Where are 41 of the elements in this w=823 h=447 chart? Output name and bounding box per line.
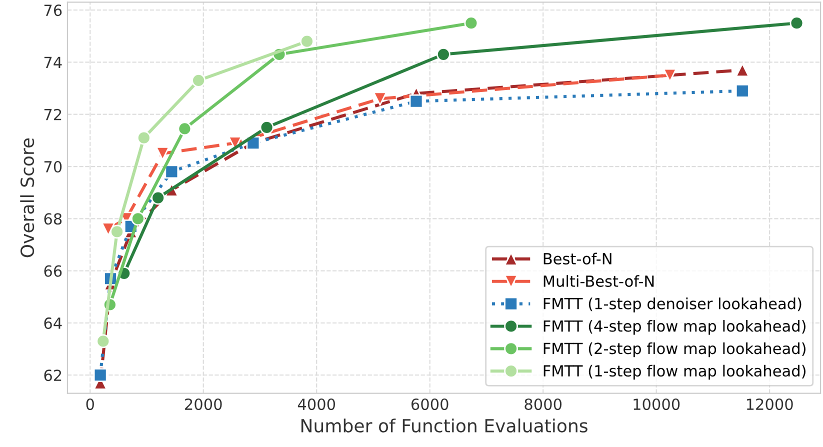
y-tick-label: 66 <box>44 265 62 277</box>
y-tick-label: 72 <box>44 108 62 120</box>
point <box>93 368 108 382</box>
y-tick-label: 64 <box>44 317 62 329</box>
point <box>164 164 179 179</box>
y-axis-title: Overall Score <box>20 138 34 258</box>
x-tick-label: 10000 <box>634 398 680 410</box>
point <box>136 130 151 145</box>
legend-label: FMTT (1-step flow map lookahead) <box>544 364 806 380</box>
point <box>436 47 450 62</box>
legend-label: FMTT (1-step denoiser lookahead) <box>544 298 802 312</box>
legend-label: Multi-Best-of-N <box>544 275 654 287</box>
point <box>464 16 478 30</box>
point <box>300 34 314 48</box>
x-tick-label: 6000 <box>411 398 448 410</box>
legend-label: FMTT (2-step flow map lookahead) <box>544 342 806 358</box>
point <box>735 84 750 98</box>
y-tick-label: 74 <box>44 56 62 68</box>
legend-label: FMTT (4-step flow map lookahead) <box>544 320 806 335</box>
point <box>110 224 124 239</box>
point <box>96 334 110 348</box>
x-tick-label: 2000 <box>185 398 222 410</box>
y-tick-label: 62 <box>44 370 62 382</box>
x-tick-label: 12000 <box>746 398 793 410</box>
point <box>151 190 166 205</box>
x-tick-label: 0 <box>86 398 94 410</box>
point <box>192 74 206 88</box>
point <box>178 122 192 136</box>
y-tick-label: 70 <box>44 160 62 173</box>
point <box>790 16 804 30</box>
y-tick-label: 76 <box>44 4 62 16</box>
point <box>373 92 387 106</box>
point <box>735 63 750 77</box>
x-tick-label: 4000 <box>298 398 336 410</box>
point <box>409 94 424 108</box>
legend-label: Best-of-N <box>544 252 612 265</box>
y-tick-label: 68 <box>44 213 62 225</box>
point <box>260 120 274 134</box>
x-tick-label: 8000 <box>524 398 562 410</box>
x-axis-title: Number of Function Evaluations <box>301 418 588 433</box>
point <box>131 212 145 226</box>
